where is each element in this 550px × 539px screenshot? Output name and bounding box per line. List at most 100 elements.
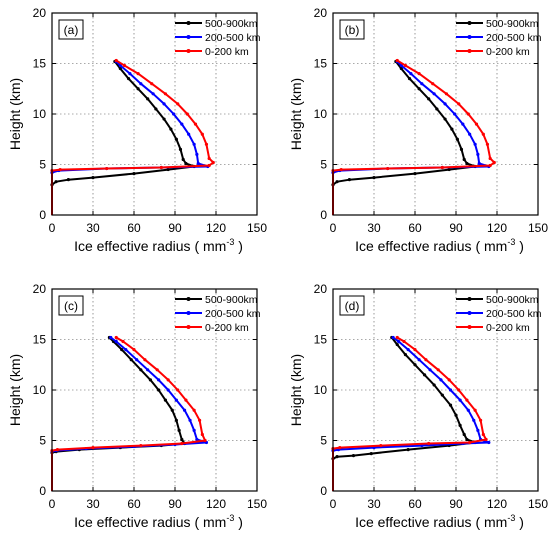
series-point-1 [369,452,373,456]
series-point-3 [91,445,95,450]
series-point-3 [413,348,417,352]
y-tick-label: 15 [314,57,328,71]
series-point-2 [458,398,462,402]
legend-label: 200-500 km [205,32,261,44]
series-point-1 [148,378,152,382]
series-point-1 [443,117,447,121]
panel-label-box [58,19,84,40]
series-point-3 [465,398,469,402]
series-point-3 [492,160,496,165]
series-point-3 [176,102,180,106]
series-point-2 [151,92,155,96]
series-point-2 [466,408,470,412]
y-tick-label: 0 [320,484,327,498]
series-point-3 [121,339,125,344]
series-point-2 [182,408,187,412]
series-point-2 [406,348,410,352]
series-point-1 [448,403,453,407]
series-point-3 [200,432,204,437]
legend-marker [186,325,191,329]
series-point-3 [176,388,180,392]
legend-label: 500-900km [486,294,539,306]
series-point-2 [473,142,477,146]
series-point-3 [55,447,60,452]
series-point-1 [174,418,178,422]
x-axis-label: Ice effective radius ( mm-3 ) [355,237,524,254]
series-point-3 [457,102,461,106]
series-point-2 [187,132,191,136]
panel-label-box [58,295,84,316]
series-point-3 [185,112,189,116]
series-point-2 [139,82,143,86]
legend-marker [467,35,472,39]
panel-label: (a) [64,23,79,37]
series-point-2 [195,437,199,442]
legend-label: 0-200 km [486,322,530,334]
series-point-1 [459,147,464,151]
series-point-3 [211,160,215,165]
series-point-2 [409,72,413,76]
series-point-3 [180,441,184,446]
series-point-3 [193,122,198,126]
series-point-1 [178,147,183,151]
series-point-3 [466,112,470,116]
plot-frame [332,12,539,216]
x-axis-label: Ice effective radius ( mm-3 ) [74,513,243,530]
series-point-1 [427,97,431,101]
series-point-3 [184,398,188,402]
series-point-2 [192,142,196,146]
x-tick-label: 30 [367,497,381,511]
plot-frame [51,288,258,492]
series-point-1 [126,77,131,81]
series-point-2 [109,335,113,340]
y-tick-label: 15 [33,333,47,347]
x-tick-label: 30 [86,497,100,511]
legend-marker [467,311,472,315]
x-tick-label: 90 [168,497,182,511]
y-tick-label: 5 [39,434,46,448]
series-point-1 [403,353,408,357]
series-point-2 [391,335,395,340]
series-point-2 [128,72,132,76]
series-point-3 [481,432,485,437]
series-line-2 [332,60,490,215]
legend-marker [186,49,191,53]
x-tick-label: 60 [127,497,141,511]
series-point-2 [166,388,170,392]
series-point-2 [196,161,200,166]
series-point-1 [417,87,421,91]
series-point-1 [462,432,466,437]
series-point-1 [413,171,417,176]
legend-label: 500-900km [486,18,539,30]
y-tick-label: 10 [33,107,47,121]
panel-1: 0 30 60 90 120 150 0 5 10 15 20 Ice effective radiu… [7,6,267,254]
series-point-1 [413,363,417,367]
series-point-2 [114,339,118,344]
series-line-1 [51,336,186,491]
series-point-3 [427,441,431,446]
legend-label: 500-900km [205,18,258,30]
y-tick-label: 20 [314,282,328,296]
y-tick-label: 20 [314,6,328,20]
series-point-3 [192,408,196,412]
series-point-1 [120,348,124,352]
y-tick-label: 0 [39,484,46,498]
series-point-1 [163,398,168,402]
x-tick-label: 0 [49,497,56,511]
series-point-2 [443,102,447,106]
panel-label: (b) [345,23,360,37]
series-point-3 [484,437,488,442]
x-tick-label: 90 [168,221,182,235]
series-point-1 [432,383,436,387]
series-point-1 [169,127,173,131]
series-point-3 [105,166,109,171]
legend-label: 0-200 km [205,46,249,58]
series-point-2 [476,152,480,156]
series-point-2 [157,378,161,382]
x-tick-label: 60 [408,221,422,235]
y-tick-label: 20 [33,6,47,20]
series-point-3 [424,358,428,362]
series-point-2 [487,440,491,445]
y-tick-label: 5 [320,158,327,172]
series-point-3 [143,358,147,362]
